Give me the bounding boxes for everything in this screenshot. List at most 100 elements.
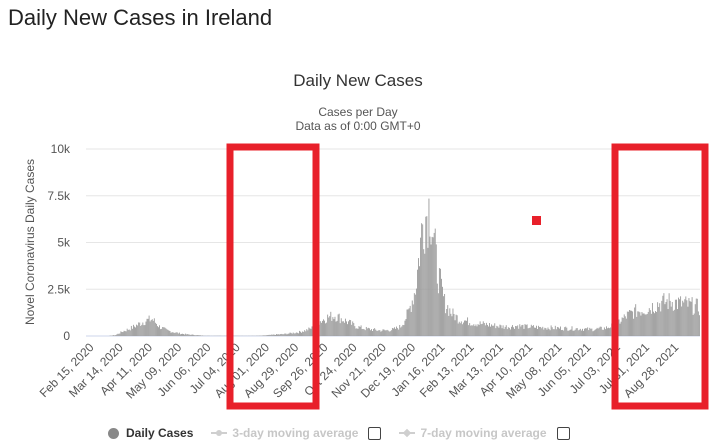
daily-cases-bar[interactable] — [646, 313, 648, 336]
daily-cases-bar[interactable] — [460, 321, 462, 336]
daily-cases-bar[interactable] — [141, 324, 143, 336]
daily-cases-bar[interactable] — [186, 334, 188, 336]
daily-cases-bar[interactable] — [542, 326, 544, 336]
daily-cases-bar[interactable] — [666, 299, 668, 336]
daily-cases-bar[interactable] — [340, 318, 342, 336]
daily-cases-bar[interactable] — [355, 328, 357, 336]
daily-cases-bar[interactable] — [403, 325, 405, 336]
daily-cases-bar[interactable] — [606, 326, 607, 336]
daily-cases-bar[interactable] — [402, 324, 404, 336]
daily-cases-bar[interactable] — [385, 330, 387, 336]
daily-cases-bar[interactable] — [325, 323, 327, 336]
daily-cases-bar[interactable] — [474, 326, 476, 336]
daily-cases-bar[interactable] — [275, 334, 276, 336]
daily-cases-bar[interactable] — [459, 323, 461, 336]
daily-cases-bar[interactable] — [451, 316, 453, 336]
daily-cases-bar[interactable] — [696, 298, 698, 336]
daily-cases-bar[interactable] — [358, 326, 360, 336]
daily-cases-bar[interactable] — [417, 269, 418, 336]
checkbox-3-day-average[interactable] — [368, 426, 382, 440]
daily-cases-bar[interactable] — [672, 310, 674, 336]
daily-cases-bar[interactable] — [382, 329, 384, 336]
daily-cases-bar[interactable] — [594, 329, 596, 336]
daily-cases-bar[interactable] — [660, 311, 662, 336]
daily-cases-bar[interactable] — [595, 329, 597, 336]
daily-cases-bar[interactable] — [389, 331, 391, 336]
daily-cases-bar[interactable] — [131, 328, 133, 336]
daily-cases-bar[interactable] — [600, 326, 602, 336]
daily-cases-bar[interactable] — [627, 311, 629, 336]
daily-cases-bar[interactable] — [499, 324, 501, 336]
daily-cases-bar[interactable] — [197, 335, 199, 336]
daily-cases-bar[interactable] — [296, 332, 298, 336]
daily-cases-bar[interactable] — [391, 327, 393, 336]
daily-cases-bar[interactable] — [618, 319, 620, 336]
daily-cases-bar[interactable] — [667, 309, 669, 336]
daily-cases-bar[interactable] — [537, 329, 538, 336]
daily-cases-bar[interactable] — [194, 335, 196, 336]
daily-cases-bar[interactable] — [400, 327, 402, 336]
daily-cases-bar[interactable] — [272, 334, 274, 337]
daily-cases-bar[interactable] — [449, 308, 451, 336]
daily-cases-bar[interactable] — [683, 302, 685, 336]
daily-cases-bar[interactable] — [695, 298, 697, 336]
daily-cases-bar[interactable] — [374, 328, 376, 336]
daily-cases-bar[interactable] — [297, 333, 299, 336]
daily-cases-bar[interactable] — [164, 327, 166, 336]
daily-cases-bar[interactable] — [336, 320, 338, 336]
daily-cases-bar[interactable] — [368, 328, 370, 336]
daily-cases-bar[interactable] — [337, 314, 339, 336]
daily-cases-bar[interactable] — [583, 330, 584, 336]
daily-cases-bar[interactable] — [396, 326, 398, 336]
daily-cases-bar[interactable] — [266, 335, 268, 336]
daily-cases-bar[interactable] — [538, 325, 540, 336]
daily-cases-bar[interactable] — [517, 325, 519, 336]
daily-cases-bar[interactable] — [122, 332, 124, 336]
daily-cases-bar[interactable] — [334, 316, 336, 336]
daily-cases-bar[interactable] — [342, 321, 344, 336]
daily-cases-bar[interactable] — [347, 324, 348, 336]
daily-cases-bar[interactable] — [518, 328, 520, 336]
daily-cases-bar[interactable] — [283, 334, 285, 336]
daily-cases-bar[interactable] — [508, 327, 510, 336]
daily-cases-bar[interactable] — [113, 335, 115, 336]
daily-cases-bar[interactable] — [147, 318, 149, 336]
daily-cases-bar[interactable] — [690, 301, 692, 336]
daily-cases-bar[interactable] — [564, 327, 566, 336]
daily-cases-bar[interactable] — [170, 332, 172, 336]
daily-cases-bar[interactable] — [446, 309, 448, 336]
daily-cases-bar[interactable] — [586, 328, 588, 336]
daily-cases-bar[interactable] — [175, 332, 177, 336]
daily-cases-bar[interactable] — [673, 309, 675, 336]
daily-cases-bar[interactable] — [679, 299, 681, 336]
daily-cases-bar[interactable] — [561, 330, 563, 336]
daily-cases-bar[interactable] — [176, 332, 178, 336]
daily-cases-bar[interactable] — [584, 328, 585, 336]
daily-cases-bar[interactable] — [505, 325, 507, 336]
daily-cases-bar[interactable] — [311, 326, 313, 336]
daily-cases-bar[interactable] — [165, 328, 167, 336]
daily-cases-bar[interactable] — [149, 321, 151, 336]
daily-cases-bar[interactable] — [394, 327, 395, 336]
daily-cases-bar[interactable] — [619, 323, 621, 336]
daily-cases-bar[interactable] — [589, 327, 591, 336]
daily-cases-bar[interactable] — [329, 316, 331, 336]
daily-cases-bar[interactable] — [365, 326, 367, 336]
daily-cases-bar[interactable] — [376, 330, 378, 336]
daily-cases-bar[interactable] — [395, 328, 396, 336]
daily-cases-bar[interactable] — [551, 327, 553, 336]
daily-cases-bar[interactable] — [308, 327, 310, 336]
daily-cases-bar[interactable] — [307, 330, 309, 336]
legend-item-daily-cases[interactable]: Daily Cases — [108, 426, 193, 440]
daily-cases-bar[interactable] — [366, 328, 368, 336]
daily-cases-bar[interactable] — [692, 314, 694, 336]
daily-cases-bar[interactable] — [346, 321, 347, 336]
daily-cases-bar[interactable] — [333, 319, 335, 336]
daily-cases-bar[interactable] — [432, 237, 434, 336]
daily-cases-bar[interactable] — [166, 329, 168, 336]
daily-cases-bar[interactable] — [597, 328, 599, 336]
daily-cases-bar[interactable] — [462, 322, 464, 336]
daily-cases-bar[interactable] — [427, 247, 429, 336]
daily-cases-bar[interactable] — [640, 315, 642, 336]
daily-cases-bar[interactable] — [362, 328, 364, 336]
